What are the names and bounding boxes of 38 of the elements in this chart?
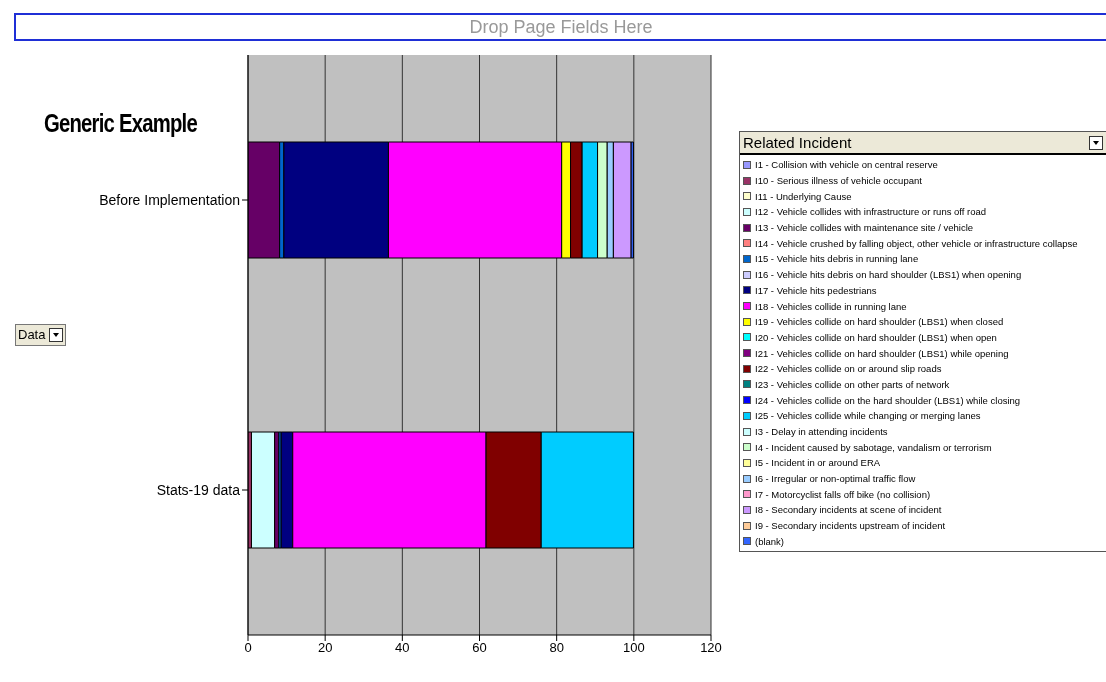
legend-label: I25 - Vehicles collide while changing or merging lanes [755,410,981,422]
legend-label: I13 - Vehicle collides with maintenance site / vehicle [755,222,974,234]
legend-label: I11 - Underlying Cause [755,190,852,202]
legend-label: I18 - Vehicles collide in running lane [755,300,907,312]
x-tick-label: 60 [472,640,487,656]
legend-label: I20 - Vehicles collide on hard shoulder (LBS1) when open [755,331,997,343]
legend-label: I1 - Collision with vehicle on central reserve [755,159,938,171]
x-tick-label: 100 [622,640,645,656]
legend-label: I23 - Vehicles collide on other parts of network [755,378,950,390]
text: Drop Page Fields Here [14,13,1106,41]
x-tick-label: 20 [317,640,333,656]
x-tick-label: 0 [244,640,252,656]
legend-label: I17 - Vehicle hits pedestrians [755,284,877,296]
legend-label: I10 - Serious illness of vehicle occupant [755,175,922,187]
y-tick-label: Before Implementation [99,191,240,208]
legend-label: I24 - Vehicles collide on the hard shoulder (LBS1) while closing [755,394,1021,406]
x-tick-label: 120 [700,640,722,656]
legend-title: Related Incident [743,134,852,151]
legend-label: I16 - Vehicle hits debris on hard shoulder (LBS1) when opening [755,269,1022,281]
x-tick-label: 80 [549,640,564,656]
legend-label: (blank) [755,535,785,547]
legend-label: I3 - Delay in attending incidents [755,426,888,438]
legend-label: I12 - Vehicle collides with infrastructure or runs off road [755,206,987,218]
legend-label: I14 - Vehicle crushed by falling object, other vehicle or infrastructure collapse [755,237,1078,249]
legend-label: I15 - Vehicle hits debris in running lane [755,253,919,265]
text: Data [18,326,46,344]
legend-label: I7 - Motorcyclist falls off bike (no collision) [755,488,931,500]
legend-label: I8 - Secondary incidents at scene of incident [755,504,942,516]
legend-label: I19 - Vehicles collide on hard shoulder (LBS1) when closed [755,316,1004,328]
legend-label: I21 - Vehicles collide on hard shoulder (LBS1) while opening [755,347,1009,359]
x-tick-label: 40 [395,640,410,656]
legend-label: I4 - Incident caused by sabotage, vandalism or terrorism [755,441,992,453]
legend-label: I9 - Secondary incidents upstream of incident [755,520,946,532]
legend-label: I22 - Vehicles collide on or around slip roads [755,363,942,375]
legend-label: I6 - Irregular or non-optimal traffic flow [755,473,916,485]
y-tick-label: Stats-19 data [156,481,241,498]
text: Generic Example [44,108,197,139]
legend-label: I5 - Incident in or around ERA [755,457,881,469]
